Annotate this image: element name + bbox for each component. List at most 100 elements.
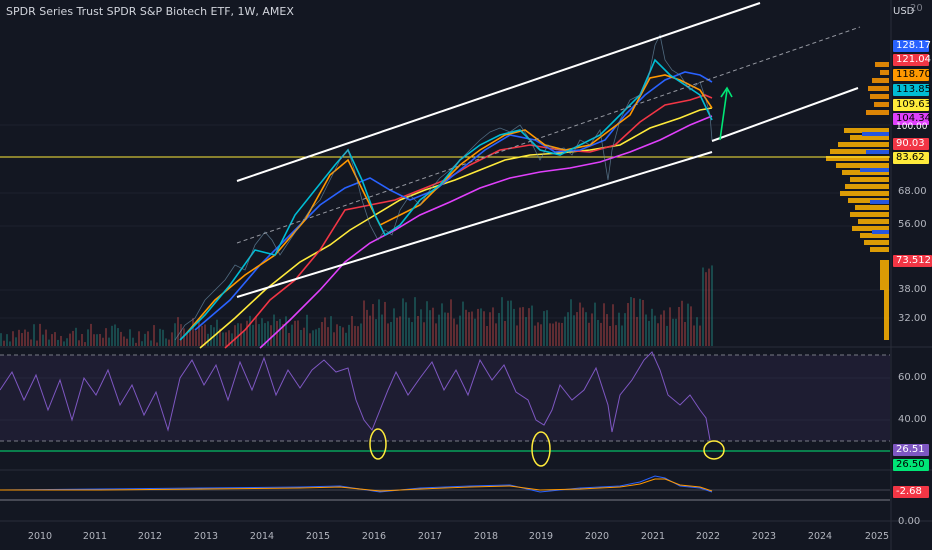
volume-bar [507, 300, 509, 346]
volume-bar [201, 325, 203, 346]
volume-bar [180, 324, 182, 346]
volume-bar [591, 313, 593, 346]
volume-bar [258, 324, 260, 346]
macd-value-label: -2.68 [893, 486, 929, 498]
volume-bar [483, 311, 485, 346]
volume-bar [705, 272, 707, 346]
volume-bar [252, 324, 254, 346]
volume-bar [639, 298, 641, 346]
volume-bar [606, 314, 608, 346]
volume-bar [312, 330, 314, 346]
year-label-2016: 2016 [361, 531, 387, 542]
volume-bar [630, 297, 632, 346]
year-label-2012: 2012 [137, 531, 163, 542]
volume-bar [348, 324, 350, 346]
volume-bar [696, 317, 698, 346]
volume-bar [552, 323, 554, 346]
volume-bar [120, 331, 122, 346]
volume-bar [453, 318, 455, 346]
volume-bar [360, 323, 362, 346]
volume-bar [480, 308, 482, 346]
volume-bar [174, 323, 176, 346]
volume-bar [138, 331, 140, 346]
volume-profile [826, 62, 889, 340]
sma-cyan [179, 58, 713, 341]
volume-bar [270, 325, 272, 346]
price-label-113: 113.85 [893, 84, 931, 96]
volume-bar [210, 324, 212, 346]
volume-bar [225, 332, 227, 346]
moving-averages [179, 58, 713, 349]
volume-bar [75, 327, 77, 346]
volume-bar [318, 327, 320, 346]
currency-label[interactable]: USD [893, 6, 915, 17]
year-label-2011: 2011 [82, 531, 108, 542]
volume-bar [282, 323, 284, 346]
volume-bar [150, 340, 152, 346]
volume-bar [234, 325, 236, 346]
price-label-118: 118.70 [893, 69, 931, 81]
rsi-level-label: 26.50 [893, 459, 929, 471]
channel-lower-2 [711, 87, 859, 142]
rsi-tick: 60.00 [898, 372, 927, 383]
volume-bar [417, 315, 419, 346]
volume-bar [315, 329, 317, 346]
volume-bar [525, 317, 527, 346]
volume-bar [576, 312, 578, 346]
volume-bar [102, 337, 104, 346]
volume-bar [660, 314, 662, 346]
volume-bar [573, 315, 575, 346]
volume-bar [9, 341, 11, 346]
volume-bar [291, 324, 293, 346]
year-label-2014: 2014 [249, 531, 275, 542]
volume-bar [363, 300, 365, 346]
annotation-circles [369, 428, 725, 467]
year-label-2023: 2023 [751, 531, 777, 542]
volume-bar [129, 329, 131, 346]
volume-bar [72, 330, 74, 346]
volume-bar [309, 333, 311, 346]
sma-yellow [199, 107, 713, 349]
volume-bar [42, 334, 44, 346]
volume-bar [699, 325, 701, 346]
volume-bar [543, 311, 545, 346]
year-label-2019: 2019 [528, 531, 554, 542]
macd-line [0, 475, 713, 493]
volume-bar [57, 339, 59, 346]
volume-bar [702, 267, 704, 346]
volume-bar [267, 321, 269, 346]
year-label-2013: 2013 [193, 531, 219, 542]
volume-bar [441, 303, 443, 346]
volume-bar [354, 325, 356, 346]
channel-lower-1 [236, 151, 713, 298]
volume-bar [165, 338, 167, 346]
volume-bar [264, 323, 266, 346]
macd-tick: 0.00 [898, 516, 921, 527]
volume-bar [297, 320, 299, 346]
volume-bars [0, 265, 713, 346]
volume-bar [513, 308, 515, 346]
volume-bar [684, 321, 686, 346]
volume-bar [564, 316, 566, 346]
price-label-83: 83.62 [893, 152, 929, 164]
volume-bar [432, 307, 434, 346]
volume-bar [579, 302, 581, 346]
volume-bar [222, 332, 224, 346]
volume-bar [294, 320, 296, 346]
price-tick: 68.00 [898, 186, 927, 197]
volume-bar [132, 337, 134, 346]
volume-bar [156, 342, 158, 346]
volume-bar [342, 327, 344, 346]
volume-bar [345, 332, 347, 346]
volume-bar [528, 308, 530, 346]
volume-bar [168, 339, 170, 346]
volume-bar [357, 326, 359, 346]
volume-bar [711, 265, 713, 346]
volume-bar [255, 316, 257, 346]
volume-bar [54, 332, 56, 346]
volume-bar [567, 312, 569, 346]
volume-bar [411, 322, 413, 346]
volume-bar [570, 299, 572, 346]
volume-bar [99, 333, 101, 346]
